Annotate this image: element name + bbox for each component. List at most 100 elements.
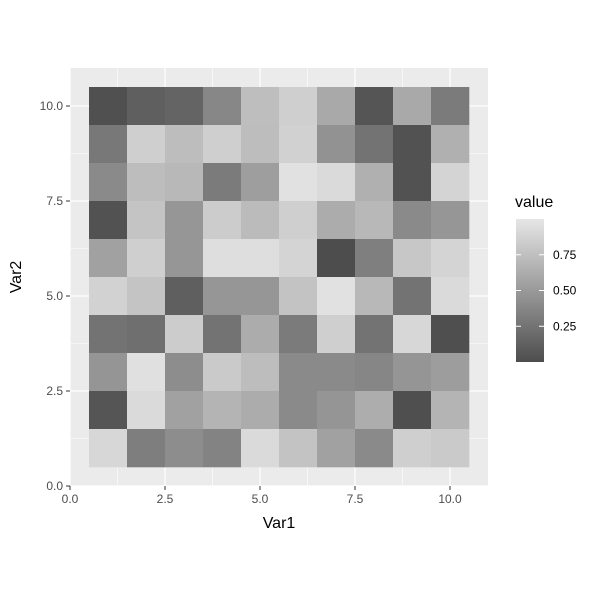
x-tick-label-3: 7.5 <box>347 492 364 506</box>
tile-x1-y7 <box>89 201 128 240</box>
tile-x3-y6 <box>165 239 204 278</box>
tile-x7-y6 <box>317 239 356 278</box>
tile-x10-y5 <box>431 277 470 316</box>
tile-x10-y2 <box>431 391 470 430</box>
tile-x1-y3 <box>89 353 128 392</box>
y-tick-label-2: 5.0 <box>46 289 63 303</box>
tile-x8-y9 <box>355 125 394 164</box>
tile-x5-y3 <box>241 353 280 392</box>
tile-x8-y1 <box>355 429 394 468</box>
tile-x1-y8 <box>89 163 128 202</box>
tile-x3-y7 <box>165 201 204 240</box>
tile-x8-y6 <box>355 239 394 278</box>
tile-x8-y10 <box>355 87 394 126</box>
x-axis-title: Var1 <box>263 515 296 532</box>
tile-x8-y7 <box>355 201 394 240</box>
tile-x3-y2 <box>165 391 204 430</box>
tile-x2-y4 <box>127 315 166 354</box>
tile-x5-y9 <box>241 125 280 164</box>
y-tick-label-3: 7.5 <box>46 194 63 208</box>
tile-x10-y7 <box>431 201 470 240</box>
tile-x3-y10 <box>165 87 204 126</box>
legend-label-1: 0.50 <box>553 284 577 298</box>
tile-x1-y1 <box>89 429 128 468</box>
tile-x7-y10 <box>317 87 356 126</box>
y-tick-label-1: 2.5 <box>46 384 63 398</box>
tile-x9-y7 <box>393 201 432 240</box>
x-tick-label-4: 10.0 <box>438 492 462 506</box>
tile-x3-y3 <box>165 353 204 392</box>
tile-x4-y1 <box>203 429 242 468</box>
tile-x8-y3 <box>355 353 394 392</box>
y-axis: 0.0 2.5 5.0 7.5 10.0 <box>40 99 70 493</box>
heatmap-tiles <box>89 87 470 468</box>
tile-x4-y6 <box>203 239 242 278</box>
tile-x5-y7 <box>241 201 280 240</box>
tile-x2-y9 <box>127 125 166 164</box>
tile-x9-y3 <box>393 353 432 392</box>
tile-x7-y7 <box>317 201 356 240</box>
legend-label-0: 0.25 <box>553 319 577 333</box>
tile-x7-y8 <box>317 163 356 202</box>
legend-title: value <box>515 194 553 211</box>
tile-x5-y5 <box>241 277 280 316</box>
tile-x2-y7 <box>127 201 166 240</box>
tile-x7-y3 <box>317 353 356 392</box>
tile-x9-y8 <box>393 163 432 202</box>
tile-x8-y8 <box>355 163 394 202</box>
tile-x5-y4 <box>241 315 280 354</box>
tile-x10-y9 <box>431 125 470 164</box>
tile-x9-y9 <box>393 125 432 164</box>
tile-x4-y7 <box>203 201 242 240</box>
tile-x2-y10 <box>127 87 166 126</box>
tile-x6-y7 <box>279 201 318 240</box>
tile-x10-y3 <box>431 353 470 392</box>
tile-x6-y1 <box>279 429 318 468</box>
tile-x1-y6 <box>89 239 128 278</box>
tile-x4-y10 <box>203 87 242 126</box>
tile-x3-y5 <box>165 277 204 316</box>
tile-x6-y6 <box>279 239 318 278</box>
tile-x8-y5 <box>355 277 394 316</box>
legend-label-2: 0.75 <box>553 248 577 262</box>
tile-x10-y6 <box>431 239 470 278</box>
tile-x6-y3 <box>279 353 318 392</box>
x-axis: 0.0 2.5 5.0 7.5 10.0 <box>62 486 462 506</box>
tile-x2-y1 <box>127 429 166 468</box>
tile-x2-y6 <box>127 239 166 278</box>
tile-x5-y10 <box>241 87 280 126</box>
tile-x3-y4 <box>165 315 204 354</box>
tile-x4-y3 <box>203 353 242 392</box>
tile-x2-y8 <box>127 163 166 202</box>
tile-x4-y2 <box>203 391 242 430</box>
y-tick-label-4: 10.0 <box>40 99 64 113</box>
tile-x5-y6 <box>241 239 280 278</box>
legend: value 0.25 0.50 0.75 <box>515 194 577 362</box>
tile-x3-y8 <box>165 163 204 202</box>
legend-ticks: 0.25 0.50 0.75 <box>516 248 577 333</box>
tile-x7-y2 <box>317 391 356 430</box>
tile-x1-y10 <box>89 87 128 126</box>
tile-x9-y4 <box>393 315 432 354</box>
tile-x2-y5 <box>127 277 166 316</box>
tile-x9-y1 <box>393 429 432 468</box>
y-axis-title: Var2 <box>8 261 25 294</box>
tile-x6-y10 <box>279 87 318 126</box>
tile-x10-y8 <box>431 163 470 202</box>
tile-x9-y2 <box>393 391 432 430</box>
tile-x1-y9 <box>89 125 128 164</box>
tile-x9-y5 <box>393 277 432 316</box>
tile-x6-y5 <box>279 277 318 316</box>
tile-x1-y2 <box>89 391 128 430</box>
tile-x4-y9 <box>203 125 242 164</box>
tile-x6-y2 <box>279 391 318 430</box>
x-tick-label-0: 0.0 <box>62 492 79 506</box>
x-tick-label-1: 2.5 <box>157 492 174 506</box>
tile-x5-y2 <box>241 391 280 430</box>
tile-x1-y4 <box>89 315 128 354</box>
tile-x3-y1 <box>165 429 204 468</box>
tile-x2-y2 <box>127 391 166 430</box>
tile-x10-y1 <box>431 429 470 468</box>
tile-x8-y4 <box>355 315 394 354</box>
